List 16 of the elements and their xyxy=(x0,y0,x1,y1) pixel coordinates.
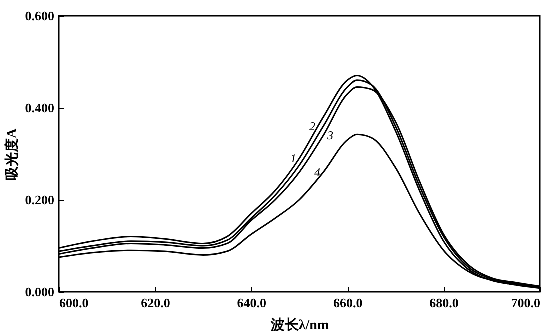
y-tick-label: 0.000 xyxy=(25,284,54,300)
y-tick-label: 0.200 xyxy=(25,192,54,208)
x-axis-title: 波长λ/nm xyxy=(270,318,330,334)
series-label: 4 xyxy=(314,165,321,180)
x-tick-label: 680.0 xyxy=(430,296,459,310)
x-tick-label: 660.0 xyxy=(333,296,363,310)
series-label: 2 xyxy=(310,119,316,134)
y-axis-title: 吸光度A xyxy=(3,128,20,181)
series-label: 1 xyxy=(290,152,296,166)
y-tick-label: 0.400 xyxy=(25,100,54,116)
x-tick-label: 640.0 xyxy=(237,296,267,310)
x-tick-label: 700.0 xyxy=(511,296,540,310)
series-label: 3 xyxy=(326,128,334,143)
y-tick-label: 0.600 xyxy=(25,8,54,24)
x-tick-label: 600.0 xyxy=(60,296,89,310)
x-tick-label: 620.0 xyxy=(141,296,170,310)
